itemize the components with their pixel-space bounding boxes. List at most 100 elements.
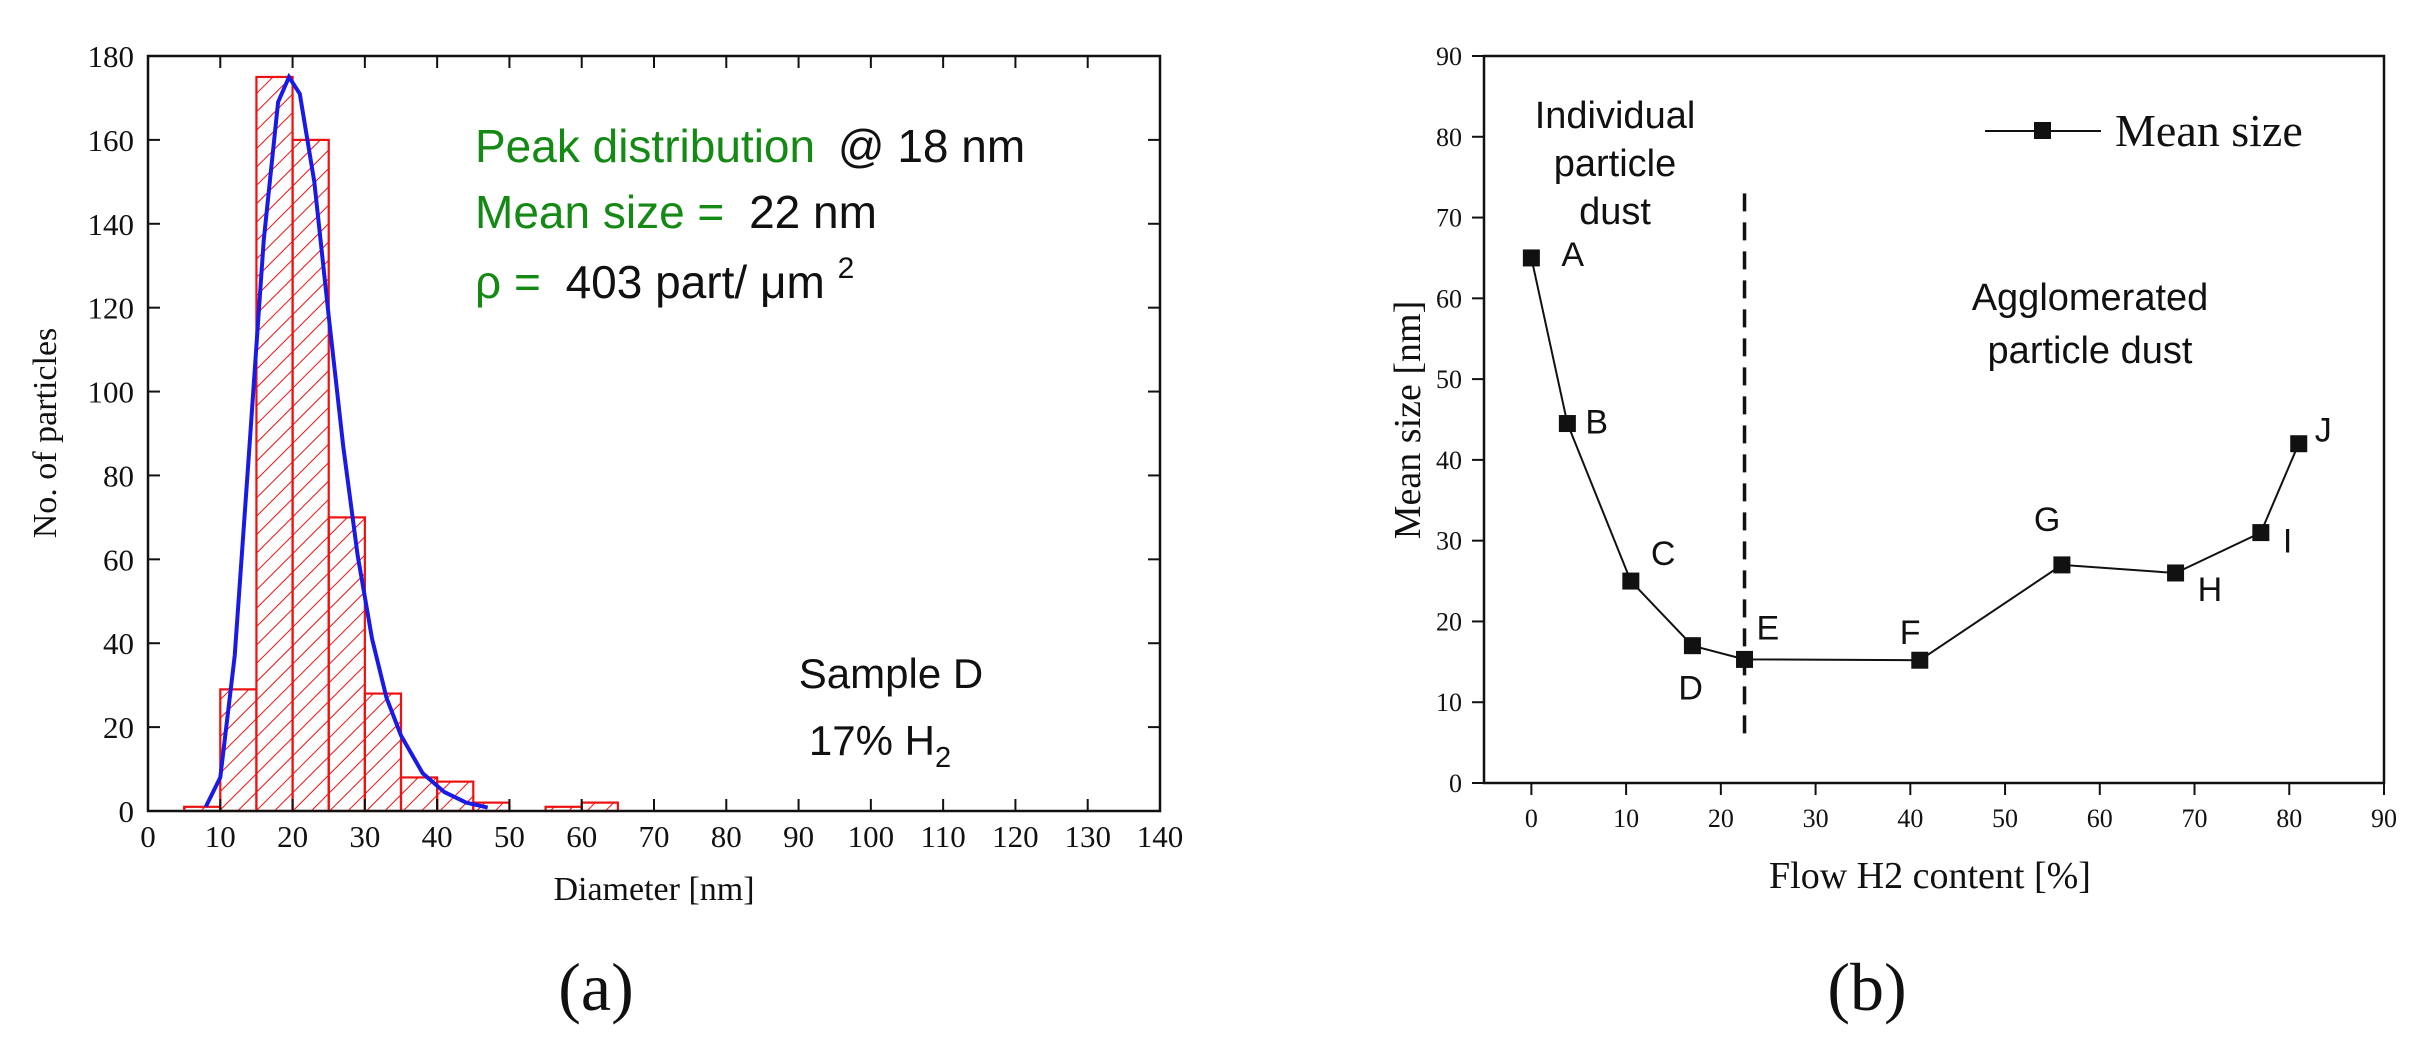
data-point — [2167, 564, 2185, 582]
y-axis-label: No. of particles — [27, 328, 64, 539]
x-tick-label: 50 — [494, 819, 525, 854]
legend-marker — [2034, 122, 2051, 139]
y-tick-label: 100 — [88, 375, 135, 410]
point-label: F — [1900, 614, 1921, 652]
panel-label-a: (a) — [558, 949, 633, 1025]
x-tick-label: 0 — [1525, 804, 1538, 833]
x-tick-label: 80 — [711, 819, 742, 854]
point-label: D — [1678, 670, 1703, 708]
region-right-label: Agglomerated particle dust — [1972, 277, 2209, 372]
x-tick-label: 20 — [1708, 804, 1734, 833]
h2-label: 17% H2 — [809, 717, 951, 774]
x-tick-label: 10 — [1613, 804, 1639, 833]
y-tick-label: 80 — [103, 458, 134, 493]
x-axis-label: Flow H2 content [%] — [1769, 855, 2091, 897]
histogram-bar — [580, 801, 619, 813]
series-line — [1530, 257, 2300, 662]
data-point — [1911, 651, 1929, 669]
region-right-line2: particle dust — [1988, 330, 2193, 372]
point-label: B — [1585, 404, 1608, 442]
legend: Mean size — [1985, 105, 2303, 156]
x-tick-label: 80 — [2276, 804, 2302, 833]
mean-annotation: Mean size = 22 nm — [475, 186, 877, 238]
x-tick-label: 0 — [140, 819, 156, 854]
data-point — [1522, 249, 1540, 267]
data-point — [2290, 435, 2308, 453]
x-tick-label: 110 — [920, 819, 965, 854]
x-tick-label: 140 — [1137, 819, 1184, 854]
lognormal-fit-curve — [204, 72, 489, 810]
data-point — [1622, 572, 1640, 590]
peak-value: @ 18 nm — [838, 120, 1025, 172]
y-tick-label: 0 — [1449, 769, 1462, 798]
y-tick-label: 90 — [1436, 42, 1462, 71]
histogram-bar — [255, 75, 294, 813]
point-label: G — [2034, 501, 2060, 539]
x-tick-label: 50 — [1992, 804, 2018, 833]
plot-frame — [1482, 54, 2386, 785]
mean-label: Mean size = — [475, 186, 724, 238]
x-tick-label: 130 — [1064, 819, 1111, 854]
x-tick-label: 30 — [349, 819, 380, 854]
y-tick-label: 160 — [88, 123, 135, 158]
rho-value: 403 part/ μm — [566, 256, 825, 308]
data-point — [1683, 637, 1701, 655]
x-tick-label: 70 — [639, 819, 670, 854]
x-tick-label: 60 — [2087, 804, 2113, 833]
y-tick-label: 10 — [1436, 688, 1462, 717]
x-tick-label: 90 — [2371, 804, 2397, 833]
peak-label: Peak distribution — [475, 120, 815, 172]
point-label: I — [2283, 523, 2292, 561]
x-axis-ticks: 0 10 20 30 40 50 60 70 80 90 100 110 120 130 140 — [140, 56, 1183, 854]
region-left-line3: dust — [1579, 191, 1651, 233]
y-tick-label: 60 — [1436, 284, 1462, 313]
y-tick-label: 20 — [103, 710, 134, 745]
region-right-line1: Agglomerated — [1972, 277, 2209, 319]
y-tick-label: 70 — [1436, 204, 1462, 233]
y-tick-label: 180 — [88, 39, 135, 74]
histogram-bar — [363, 692, 403, 813]
h2-value: 17% H — [809, 717, 935, 764]
x-axis-label: Diameter [nm] — [553, 871, 754, 908]
x-tick-label: 10 — [205, 819, 236, 854]
y-tick-label: 50 — [1436, 365, 1462, 394]
point-label: H — [2198, 571, 2223, 609]
histogram-bar — [219, 688, 258, 813]
histogram-bar — [291, 138, 330, 813]
y-tick-label: 20 — [1436, 607, 1462, 636]
region-left-line1: Individual — [1535, 95, 1696, 137]
legend-label: Mean size — [2115, 105, 2303, 156]
sample-label: Sample D — [799, 650, 983, 697]
y-axis-ticks: 0 20 40 60 80 100 120 140 160 180 — [88, 39, 1160, 829]
panel-label-b: (b) — [1827, 949, 1906, 1025]
data-point — [2252, 524, 2270, 542]
y-tick-label: 60 — [103, 542, 134, 577]
point-label: C — [1651, 535, 1676, 573]
x-tick-label: 70 — [2182, 804, 2208, 833]
h2-subscript: 2 — [935, 742, 951, 774]
data-point — [2053, 556, 2071, 574]
y-tick-label: 80 — [1436, 123, 1462, 152]
x-tick-label: 90 — [783, 819, 814, 854]
x-axis-ticks: 0 10 20 30 40 50 60 70 80 90 — [1525, 783, 2397, 833]
point-label: J — [2315, 412, 2332, 450]
x-tick-label: 100 — [848, 819, 895, 854]
rho-symbol: ρ = — [475, 256, 541, 308]
mean-value: 22 nm — [749, 186, 877, 238]
histogram-chart: 0 10 20 30 40 50 60 70 80 90 100 110 120 130 140 0 20 40… — [27, 39, 1183, 1025]
x-tick-label: 40 — [1897, 804, 1923, 833]
x-tick-label: 30 — [1803, 804, 1829, 833]
y-tick-label: 40 — [1436, 446, 1462, 475]
point-label: A — [1561, 236, 1584, 274]
x-tick-label: 120 — [992, 819, 1039, 854]
x-tick-label: 60 — [566, 819, 597, 854]
y-tick-label: 30 — [1436, 527, 1462, 556]
y-axis-label: Mean size [nm] — [1387, 301, 1429, 539]
rho-exponent: 2 — [838, 252, 855, 285]
point-label: E — [1757, 609, 1780, 647]
data-point — [1736, 650, 1754, 668]
y-axis-ticks: 0 10 20 30 40 50 60 70 80 90 — [1436, 42, 1484, 798]
peak-annotation: Peak distribution @ 18 nm — [475, 120, 1025, 172]
y-tick-label: 0 — [119, 794, 135, 829]
